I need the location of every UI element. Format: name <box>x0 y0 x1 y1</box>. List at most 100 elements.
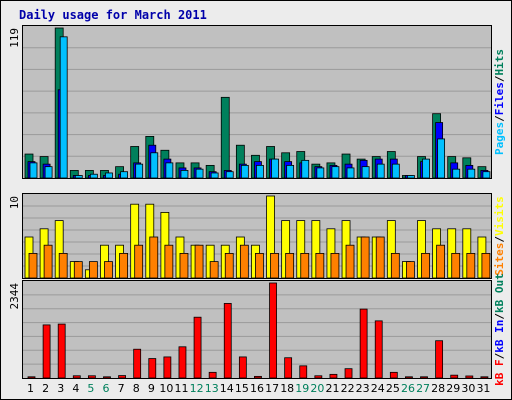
x-axis-day-label: 14 <box>220 382 234 395</box>
pages-bar <box>29 162 38 179</box>
x-axis-day-label: 24 <box>371 382 385 395</box>
pages-bar <box>422 158 430 179</box>
legend-entry: / <box>493 75 506 82</box>
pages-bar <box>437 138 446 179</box>
pages-bar <box>195 168 204 179</box>
kbf-bar <box>405 376 413 379</box>
sites-bar <box>436 244 446 279</box>
legend-entry: / <box>493 115 506 122</box>
pages-bar <box>59 36 68 179</box>
kbf-bar <box>118 375 126 379</box>
kbf-bar <box>374 320 383 379</box>
sites-bar <box>119 252 128 279</box>
sites-bar <box>58 252 68 279</box>
x-axis-day-label: 11 <box>175 382 189 395</box>
legend-entry: Hits <box>493 49 506 76</box>
kbf-bar <box>329 373 338 379</box>
kbf-bar <box>254 375 262 379</box>
pages-bar <box>89 173 98 179</box>
sites-bar <box>421 252 430 279</box>
sites-bar <box>315 252 325 279</box>
sites-bar <box>179 252 189 279</box>
pages-bar <box>256 164 264 179</box>
kbf-bar <box>314 375 323 379</box>
pages-bar <box>346 167 355 179</box>
kbf-bar <box>344 368 353 379</box>
pages-bar <box>165 162 174 179</box>
y-axis-max-label-2: 2344 <box>8 283 21 310</box>
x-axis-day-label: 20 <box>310 382 324 395</box>
x-axis-day-label: 19 <box>295 382 309 395</box>
panel-background-0 <box>23 26 491 178</box>
pages-bar <box>210 172 219 179</box>
x-axis-day-label: 4 <box>72 382 79 395</box>
x-axis-day-label: 31 <box>476 382 490 395</box>
x-axis-day-label: 21 <box>325 382 339 395</box>
legend-middle: Sites/Visits <box>493 196 506 276</box>
x-axis-day-label: 10 <box>159 382 173 395</box>
sites-bar <box>390 252 400 279</box>
legend-bottom: kB F/kB In/kB Out <box>493 273 506 386</box>
legend-entry: kB Out <box>493 273 506 313</box>
sites-bar <box>270 252 279 279</box>
x-axis-day-label: 1 <box>27 382 34 395</box>
sites-bar <box>406 261 415 279</box>
pages-bar <box>74 175 83 179</box>
legend-entry: kB F <box>493 359 506 386</box>
pages-bar <box>44 166 53 179</box>
kbf-bar <box>208 371 217 379</box>
x-axis-day-label: 29 <box>446 382 460 395</box>
sites-bar <box>28 252 38 279</box>
sites-bar <box>466 252 476 279</box>
kbf-bar <box>103 376 111 379</box>
kbf-bar <box>193 316 202 379</box>
x-axis-day-label: 17 <box>265 382 279 395</box>
sites-bar <box>149 236 159 279</box>
sites-bar <box>88 261 98 279</box>
legend-entry: Files <box>493 82 506 115</box>
x-axis-day-label: 3 <box>57 382 64 395</box>
sites-bar <box>43 244 53 279</box>
pages-bar <box>482 171 491 179</box>
kbf-bar <box>87 375 96 379</box>
kbf-bar <box>223 303 232 379</box>
x-axis-day-label: 25 <box>386 382 400 395</box>
kbf-bar <box>389 371 398 379</box>
kbf-bar <box>238 356 247 379</box>
x-axis-day-label: 22 <box>341 382 355 395</box>
x-axis-day-label: 6 <box>103 382 110 395</box>
pages-bar <box>301 159 310 179</box>
x-axis-day-label: 26 <box>401 382 415 395</box>
x-axis-day-label: 7 <box>118 382 125 395</box>
x-axis-day-label: 27 <box>416 382 430 395</box>
hits-bar <box>220 96 230 179</box>
y-axis-max-label-0: 119 <box>8 28 21 48</box>
sites-bar <box>224 252 234 279</box>
kbf-bar <box>178 346 187 379</box>
legend-entry: Pages <box>493 122 506 155</box>
x-axis-day-label: 16 <box>250 382 264 395</box>
kbf-bar <box>57 323 66 379</box>
sites-bar <box>481 252 491 279</box>
x-axis-day-label: 5 <box>87 382 94 395</box>
sites-bar <box>239 244 249 279</box>
pages-bar <box>407 175 415 179</box>
pages-bar <box>376 163 385 179</box>
sites-bar <box>73 261 83 279</box>
pages-bar <box>316 167 325 179</box>
sites-bar <box>209 261 219 279</box>
kbf-bar <box>450 374 459 379</box>
x-axis-day-label: 28 <box>431 382 445 395</box>
sites-bar <box>194 244 204 279</box>
x-axis-day-label: 30 <box>461 382 475 395</box>
legend-entry: Visits <box>493 196 506 236</box>
x-axis-day-label: 13 <box>205 382 219 395</box>
pages-bar <box>271 158 279 179</box>
legend-entry: Sites <box>493 243 506 276</box>
kbf-bar <box>284 357 293 379</box>
pages-bar <box>331 166 340 179</box>
kbf-bar <box>299 365 308 379</box>
sites-bar <box>360 236 370 279</box>
x-axis-day-label: 12 <box>190 382 204 395</box>
x-axis-day-label: 8 <box>133 382 140 395</box>
